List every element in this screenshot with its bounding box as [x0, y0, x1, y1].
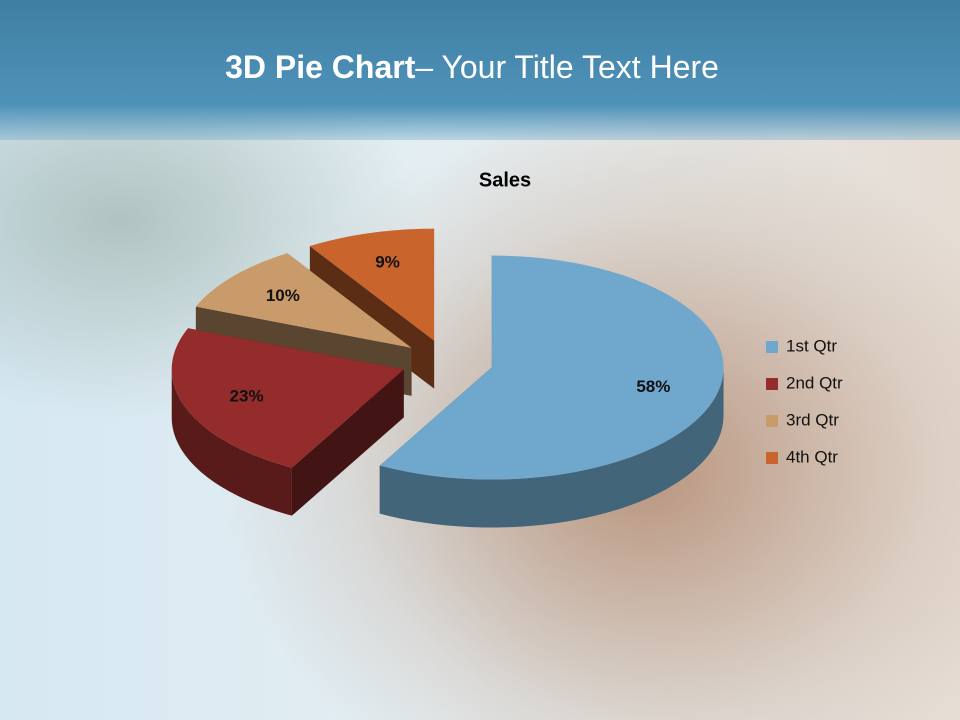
data-label: 10%	[266, 286, 300, 305]
data-label: 9%	[375, 253, 400, 272]
legend-label: 3rd Qtr	[786, 410, 839, 429]
pie-slice	[171, 328, 404, 516]
title-band	[0, 0, 960, 140]
slice-top	[379, 255, 724, 480]
legend-swatch	[766, 415, 778, 427]
legend-swatch	[766, 452, 778, 464]
slice-wall	[379, 367, 724, 528]
legend-label: 4th Qtr	[786, 447, 838, 466]
legend-label: 1st Qtr	[786, 336, 837, 355]
slice-top	[195, 253, 412, 348]
slide-title: 3D Pie Chart– Your Title Text Here	[225, 49, 719, 85]
legend-swatch	[766, 341, 778, 353]
legend-label: 2nd Qtr	[786, 373, 843, 392]
slide-title-rest: – Your Title Text Here	[415, 49, 719, 85]
slice-wall	[171, 369, 292, 516]
data-label: 58%	[636, 377, 670, 396]
slice-top	[309, 228, 435, 341]
chart-title: Sales	[479, 169, 531, 191]
pie-slice	[379, 255, 724, 528]
slice-top	[171, 328, 404, 468]
slide-title-bold: 3D Pie Chart	[225, 49, 416, 85]
legend-swatch	[766, 378, 778, 390]
data-label: 23%	[230, 386, 264, 405]
